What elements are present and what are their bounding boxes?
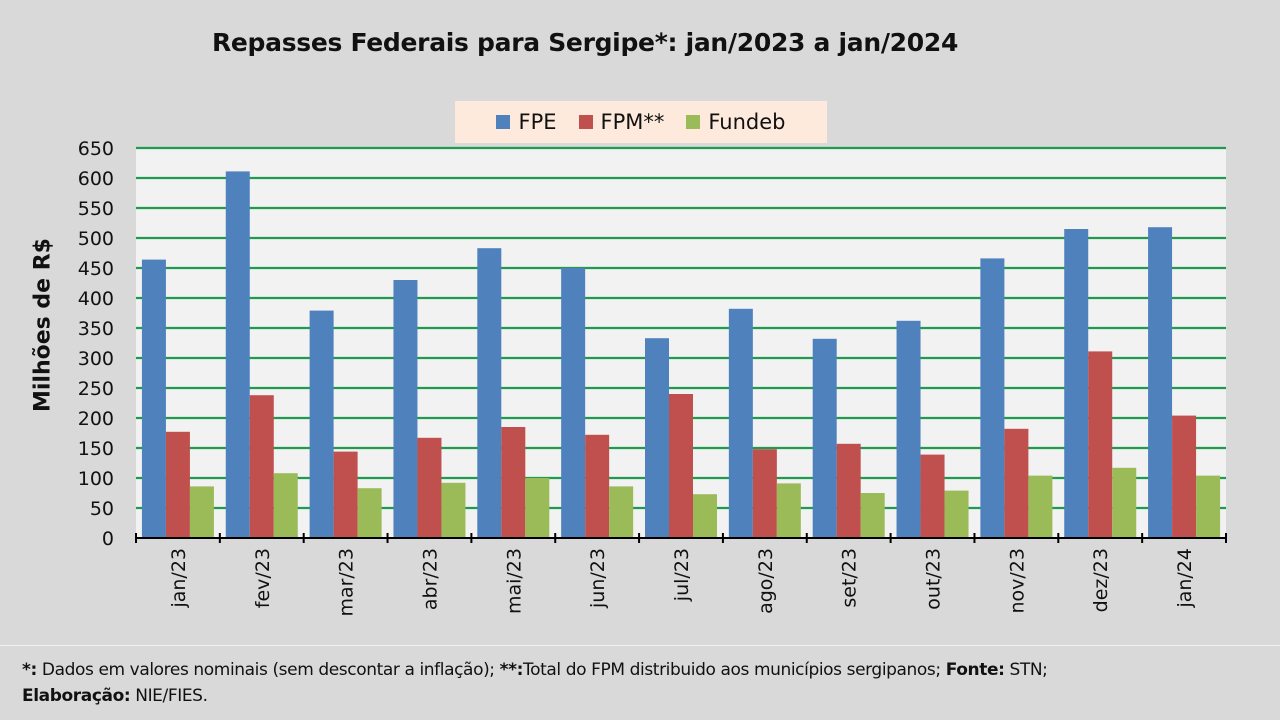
bar-fpe-fev-23 xyxy=(225,171,250,538)
bar-fundeb-jul-23 xyxy=(693,494,717,538)
y-tick-label: 150 xyxy=(78,438,114,460)
y-tick-label: 400 xyxy=(78,288,114,310)
bar-fundeb-jan-24 xyxy=(1196,475,1221,538)
y-tick-label: 500 xyxy=(78,228,114,250)
bar-fundeb-ago-23 xyxy=(776,483,801,538)
x-tick-label: jan/24 xyxy=(1174,548,1196,609)
x-tick-label: out/23 xyxy=(923,548,945,610)
y-tick-label: 100 xyxy=(78,468,114,490)
bar-fpm-dez-23 xyxy=(1088,351,1113,538)
bar-fundeb-abr-23 xyxy=(441,482,466,538)
legend-swatch xyxy=(496,115,511,129)
y-tick-label: 200 xyxy=(78,408,114,430)
footer-divider xyxy=(0,645,1280,646)
y-axis-label: Milhões de R$ xyxy=(30,237,56,413)
bar-fpe-jun-23 xyxy=(561,268,586,538)
x-tick-label: set/23 xyxy=(839,548,861,608)
y-tick-label: 600 xyxy=(78,168,114,190)
bar-fpe-jan-23 xyxy=(141,259,166,538)
bar-fpe-jan-24 xyxy=(1148,227,1173,538)
credit-text: NIE/FIES. xyxy=(130,686,208,706)
x-tick-label: mai/23 xyxy=(503,548,525,614)
source-text: STN; xyxy=(1004,660,1048,680)
bar-fundeb-dez-23 xyxy=(1112,467,1137,538)
x-tick-label: abr/23 xyxy=(419,548,441,610)
bar-fpe-abr-23 xyxy=(393,280,418,538)
y-tick-label: 50 xyxy=(90,498,114,520)
y-axis-ticks: 0 50 100 150 200 250 300 350 400 450 500 550 600 650 xyxy=(78,138,114,550)
bar-fpe-out-23 xyxy=(896,320,921,538)
bar-fpm-jun-23 xyxy=(585,434,610,538)
bar-fpm-nov-23 xyxy=(1004,428,1029,538)
bar-fpm-mai-23 xyxy=(501,427,526,538)
legend-label: FPM** xyxy=(600,110,665,134)
legend-swatch xyxy=(686,115,701,129)
bar-fpm-jan-24 xyxy=(1172,415,1197,538)
bar-fpe-set-23 xyxy=(812,338,837,538)
x-tick-label: jun/23 xyxy=(587,548,609,609)
bar-fundeb-jan-23 xyxy=(189,486,214,538)
legend-item-fundeb: Fundeb xyxy=(686,110,786,134)
bar-fundeb-nov-23 xyxy=(1028,475,1053,538)
x-axis-ticks: jan/23 fev/23 mar/23 abr/23 mai/23 jun/23 jul/… xyxy=(168,548,1196,617)
bar-chart: 050100150200250300350400450500550600650 … xyxy=(78,138,1227,617)
footer-notes: *: Dados em valores nominais (sem descon… xyxy=(0,645,1280,720)
bar-fpm-jul-23 xyxy=(669,394,693,538)
bar-fpe-mar-23 xyxy=(309,310,334,538)
bar-fundeb-set-23 xyxy=(860,493,885,538)
legend-item-fpm: FPM** xyxy=(578,110,665,134)
bar-fundeb-mar-23 xyxy=(357,488,382,538)
footer-text: *: Dados em valores nominais (sem descon… xyxy=(22,657,1262,709)
y-tick-label: 450 xyxy=(78,258,114,280)
bar-fpm-mar-23 xyxy=(333,451,358,538)
bar-fpm-abr-23 xyxy=(417,437,442,538)
note1-text: Dados em valores nominais (sem descontar… xyxy=(36,660,500,680)
bar-fpm-ago-23 xyxy=(752,449,777,538)
bar-fpe-dez-23 xyxy=(1064,229,1089,538)
legend-swatch xyxy=(578,115,593,129)
x-tick-label: jan/23 xyxy=(168,548,190,609)
x-tick-label: dez/23 xyxy=(1090,548,1112,612)
bar-fpe-mai-23 xyxy=(477,248,502,538)
bar-fpm-set-23 xyxy=(836,443,861,538)
bar-fundeb-jun-23 xyxy=(609,486,634,538)
legend-item-fpe: FPE xyxy=(496,110,557,134)
bar-fpe-jul-23 xyxy=(645,338,669,538)
x-tick-label: jul/23 xyxy=(671,548,693,602)
y-tick-label: 350 xyxy=(78,318,114,340)
bar-fpm-out-23 xyxy=(920,454,945,538)
legend: FPE FPM** Fundeb xyxy=(455,101,827,143)
bar-fpe-nov-23 xyxy=(980,258,1005,538)
bars xyxy=(141,171,1221,538)
y-tick-label: 300 xyxy=(78,348,114,370)
bar-fundeb-mai-23 xyxy=(525,478,550,538)
y-tick-label: 0 xyxy=(102,528,114,550)
legend-label: FPE xyxy=(518,110,557,134)
bar-fpe-ago-23 xyxy=(728,308,753,538)
legend-label: Fundeb xyxy=(708,110,786,134)
x-tick-label: nov/23 xyxy=(1006,548,1028,614)
note2-mark: **: xyxy=(499,660,524,680)
bar-fpm-jan-23 xyxy=(165,431,190,538)
source-label: Fonte: xyxy=(945,660,1005,680)
y-tick-label: 250 xyxy=(78,378,114,400)
chart-title: Repasses Federais para Sergipe*: jan/202… xyxy=(211,28,959,57)
note2-text: Total do FPM distribuido aos municípios … xyxy=(523,660,946,680)
bar-fundeb-fev-23 xyxy=(273,473,298,538)
x-tick-label: mar/23 xyxy=(336,548,358,617)
y-tick-label: 550 xyxy=(78,198,114,220)
x-tick-label: ago/23 xyxy=(755,548,777,614)
x-axis xyxy=(135,533,1227,543)
y-tick-label: 650 xyxy=(78,138,114,160)
credit-label: Elaboração: xyxy=(22,686,131,706)
x-tick-label: fev/23 xyxy=(252,548,274,608)
bar-fpm-fev-23 xyxy=(249,395,274,538)
bar-fundeb-out-23 xyxy=(944,490,969,538)
note1-mark: *: xyxy=(22,660,37,680)
